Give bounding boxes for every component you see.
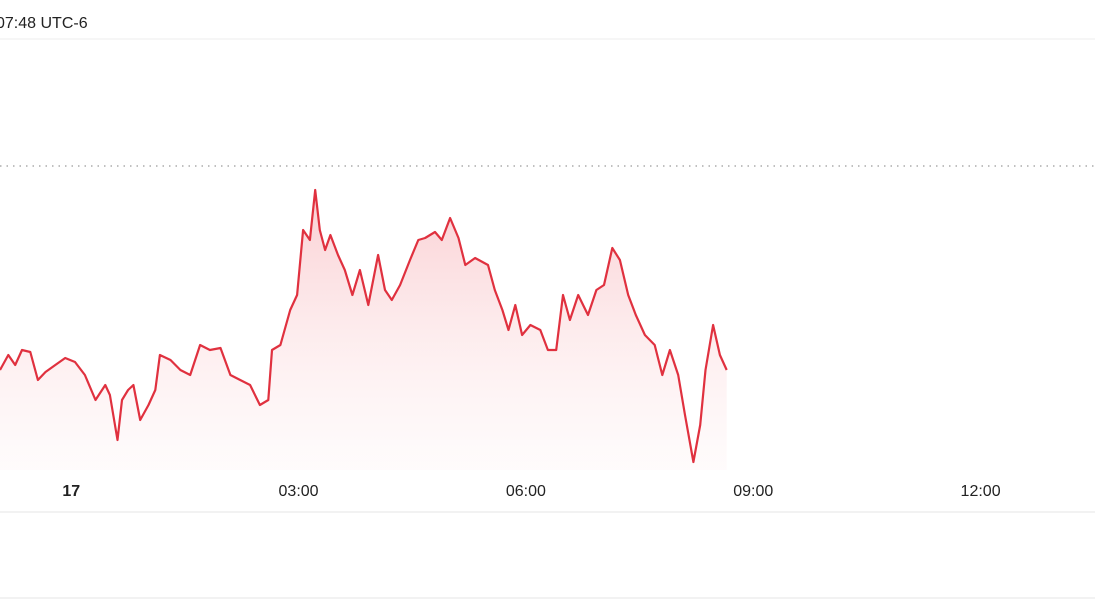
x-tick-label: 17 [62, 483, 80, 500]
x-tick-label: 03:00 [279, 483, 319, 500]
line-area [0, 190, 727, 470]
x-tick-label: 09:00 [733, 483, 773, 500]
x-tick-label: 12:00 [961, 483, 1001, 500]
timestamp: 07:48 UTC-6 [0, 15, 88, 32]
x-tick-label: 06:00 [506, 483, 546, 500]
price-line [0, 188, 728, 464]
